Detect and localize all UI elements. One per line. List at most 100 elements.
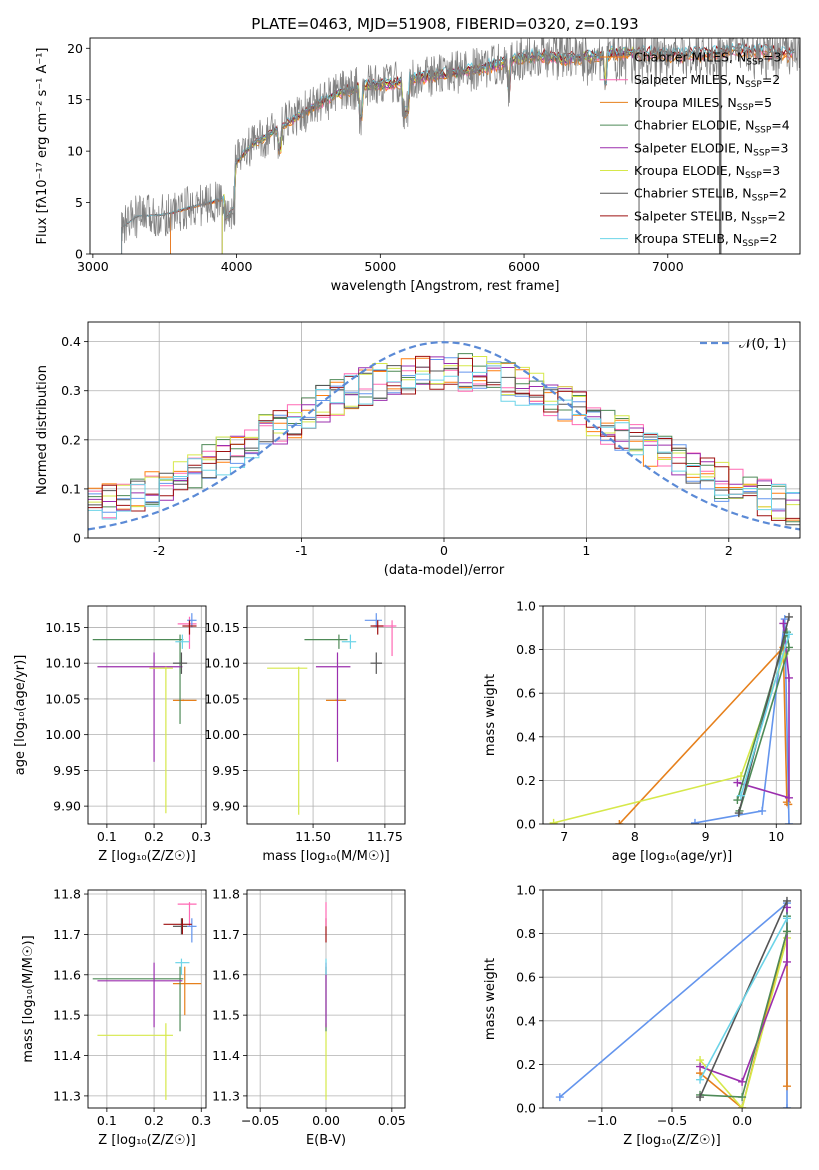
data-point [97, 962, 183, 1028]
weight-line [699, 937, 788, 1108]
data-point [341, 634, 357, 649]
residual-histogram [88, 356, 800, 512]
y-tick-label: 0.8 [516, 926, 536, 941]
weight-marker [782, 896, 791, 905]
weight-marker [784, 630, 793, 639]
weight-marker [733, 778, 742, 787]
spectrum-legend: Chabrier MILES, NSSP=3 Salpeter MILES, NS… [600, 50, 790, 249]
y-tick-label: 11.7 [212, 927, 240, 942]
y-tick-label: 10.05 [204, 691, 240, 706]
y-tick-label: 10.05 [45, 691, 81, 706]
weight-line [740, 634, 790, 796]
y-tick-label: 0.4 [516, 729, 536, 744]
weight-marker [738, 1104, 747, 1108]
weight-line [699, 917, 788, 1081]
weight-marker [784, 643, 793, 652]
y-tick-label: 0.2 [516, 1057, 536, 1072]
spectrum-ylabel: Flux [fλ10⁻¹⁷ erg cm⁻² s⁻¹ A⁻¹] [35, 48, 50, 245]
data-point [315, 652, 351, 762]
observed-spectrum [121, 38, 800, 254]
mass-vs-Z-plot [92, 902, 202, 1100]
x-tick-label: 0.05 [378, 1113, 406, 1128]
y-tick-label: 0.6 [516, 686, 536, 701]
residuals-xlabel: (data-model)/error [384, 563, 505, 578]
weight-marker [782, 1104, 791, 1108]
mass-vs-ebv-axes: −0.05 0.00 0.05 11.3 11.4 11.5 11.6 11.7 11.8 E(B… [212, 887, 406, 1148]
weight-marker [782, 927, 791, 936]
y-tick-label: 0.8 [516, 642, 536, 657]
data-point [149, 666, 173, 814]
data-point [92, 966, 184, 1032]
spectrum-ticks: 3000 4000 5000 6000 7000 0 5 10 15 20 [67, 41, 684, 274]
weight-marker [736, 772, 745, 781]
y-tick-label: 11.5 [212, 1008, 240, 1023]
weight-marker [696, 1093, 705, 1102]
x-tick-label: 1 [582, 543, 590, 558]
x-tick-label: 5000 [364, 259, 396, 274]
x-tick-label: 0.0 [732, 1113, 752, 1128]
y-tick-label: 0 [75, 247, 83, 262]
weight-vs-age-frame [542, 605, 802, 825]
weight-marker [784, 793, 793, 802]
x-tick-label: −0.05 [241, 1113, 279, 1128]
weight-marker [782, 957, 791, 966]
x-tick-label: 2 [725, 543, 733, 558]
mass-vs-ebv-frame [246, 889, 406, 1109]
x-tick-label: 4000 [221, 259, 253, 274]
x-tick-label: 11.75 [367, 829, 403, 844]
weight-marker [734, 809, 743, 818]
weight-vs-age-xlabel: age [log₁₀(age/yr)] [612, 849, 733, 864]
age-vs-mass-ticks: 11.50 11.75 9.90 9.95 10.00 10.05 10.10 10.15 [204, 620, 403, 844]
x-tick-label: 9 [702, 829, 710, 844]
y-tick-label: 15 [67, 92, 83, 107]
data-point [92, 634, 184, 724]
y-tick-label: 10.15 [45, 620, 81, 635]
y-tick-label: 10.00 [204, 727, 240, 742]
x-tick-label: 8 [631, 829, 639, 844]
age-vs-mass-plot [267, 613, 397, 815]
residuals-frame [87, 321, 801, 539]
age-vs-Z-ylabel: age [log₁₀(age/yr)] [13, 655, 28, 776]
figure-title: PLATE=0463, MJD=51908, FIBERID=0320, z=0… [251, 15, 638, 33]
x-tick-label: -2 [153, 543, 165, 558]
y-tick-label: 0.1 [61, 481, 81, 496]
mass-vs-ebv-xlabel: E(B-V) [306, 1133, 346, 1148]
y-tick-label: 11.7 [53, 927, 81, 942]
y-tick-label: 11.3 [53, 1088, 81, 1103]
data-point [97, 1023, 173, 1100]
y-tick-label: 11.6 [53, 967, 81, 982]
residuals-ylabel: Normed distribution [35, 365, 50, 495]
y-tick-label: 1.0 [516, 883, 536, 898]
y-tick-label: 0 [73, 531, 81, 546]
spectrum-frame [89, 37, 801, 255]
data-point [172, 652, 188, 674]
residual-histogram [88, 355, 800, 521]
residuals-legend: 𝒩(0, 1) [700, 337, 786, 352]
weight-marker [784, 673, 793, 682]
gaussian-curve [88, 341, 800, 531]
residuals-axes: -2 -1 0 1 2 0 0.1 0.2 0.3 0.4 (data-model)/error No… [35, 321, 801, 578]
data-point [187, 918, 197, 943]
data-point [172, 699, 197, 702]
weight-vs-age-plot [549, 612, 793, 824]
weight-marker [779, 619, 788, 628]
data-point [304, 634, 348, 649]
mass-vs-Z-xlabel: Z [log₁₀(Z/Z☉)] [98, 1133, 195, 1148]
y-tick-label: 11.8 [212, 887, 240, 902]
legend-entry: Salpeter MILES, NSSP=2 [634, 72, 780, 90]
legend-entry: Salpeter ELODIE, NSSP=3 [634, 140, 788, 158]
y-tick-label: 0.3 [61, 383, 81, 398]
y-tick-label: 10.00 [45, 727, 81, 742]
weight-marker [733, 796, 742, 805]
x-tick-label: 0.3 [191, 1113, 211, 1128]
age-vs-Z-axes: 0.1 0.2 0.3 9.90 9.95 10.00 10.05 10.10 10.15 Z [… [13, 605, 211, 864]
weight-marker [738, 1077, 747, 1086]
data-point [175, 958, 190, 975]
weight-marker [782, 914, 791, 923]
weight-vs-Z-xlabel: Z [log₁₀(Z/Z☉)] [623, 1133, 720, 1148]
legend-entry: 𝒩(0, 1) [739, 337, 786, 352]
y-tick-label: 1.0 [516, 599, 536, 614]
residuals-plot [88, 341, 800, 531]
legend-entry: Chabrier ELODIE, NSSP=4 [634, 118, 790, 136]
